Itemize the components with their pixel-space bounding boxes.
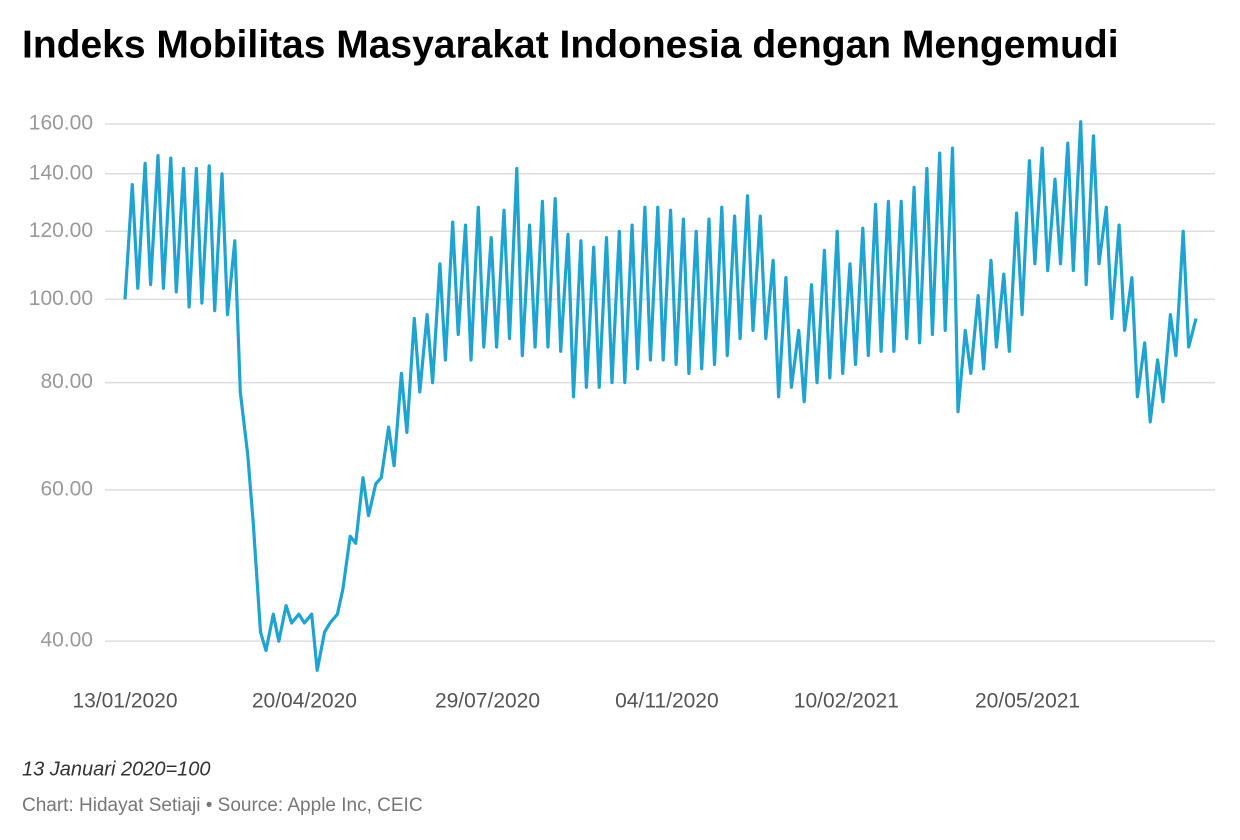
x-tick-label: 29/07/2020 <box>435 690 540 713</box>
x-tick-label: 20/05/2021 <box>975 690 1080 713</box>
note: 13 Januari 2020=100 <box>22 758 211 780</box>
y-tick-label: 140.00 <box>29 161 93 184</box>
y-tick-label: 100.00 <box>29 287 93 310</box>
y-tick-label: 160.00 <box>29 112 93 135</box>
chart-title: Indeks Mobilitas Masyarakat Indonesia de… <box>22 23 1119 66</box>
y-tick-label: 40.00 <box>40 629 93 652</box>
x-tick-label: 10/02/2021 <box>794 690 899 713</box>
y-tick-label: 120.00 <box>29 219 93 242</box>
x-tick-label: 20/04/2020 <box>252 690 357 713</box>
data-line <box>123 120 1198 672</box>
y-tick-label: 80.00 <box>40 370 93 393</box>
y-tick-label: 60.00 <box>40 477 93 500</box>
x-tick-label: 13/01/2020 <box>72 690 177 713</box>
x-tick-label: 04/11/2020 <box>615 690 719 713</box>
credit: Chart: Hidayat Setiaji • Source: Apple I… <box>22 795 423 816</box>
